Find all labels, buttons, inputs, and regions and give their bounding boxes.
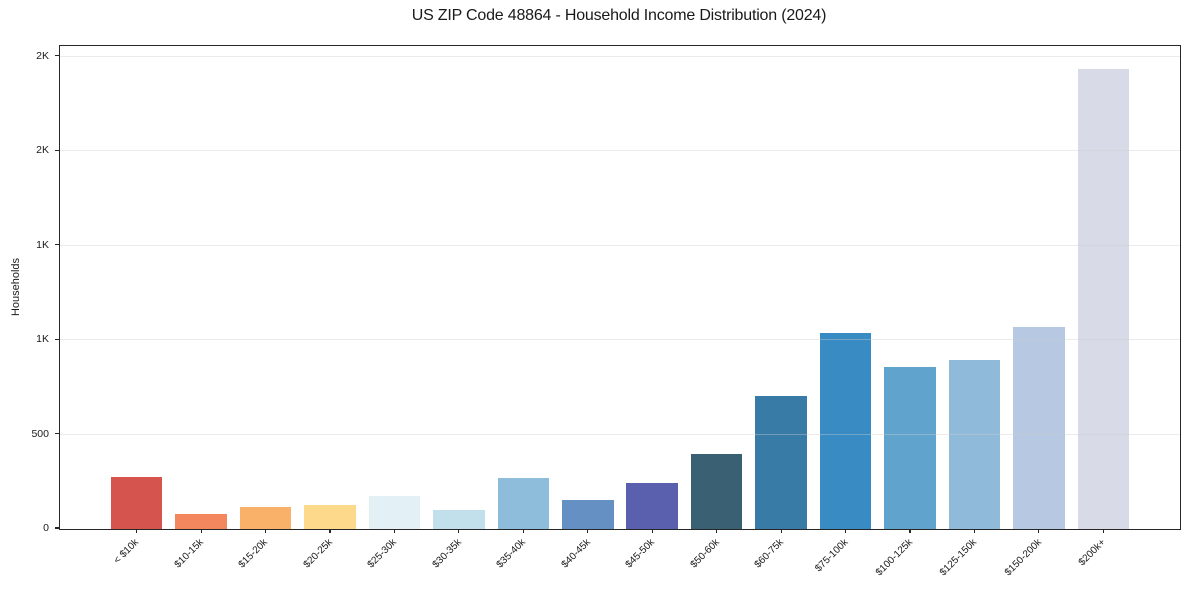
x-tick-mark [393, 529, 396, 533]
gridline [60, 244, 1180, 246]
x-tick-mark [200, 529, 202, 533]
bar-$30-35k [433, 510, 485, 529]
x-tick-label: $40-45k [559, 537, 593, 571]
x-tick-label: $35-40k [494, 537, 529, 571]
bar-$100-125k [884, 366, 936, 529]
x-tick-label: $15-20k [237, 537, 271, 571]
x-tick-mark [136, 529, 138, 533]
y-tick-label: 2K [36, 49, 49, 62]
y-tick-mark [55, 433, 59, 435]
gridline [60, 433, 1180, 435]
x-tick-mark [265, 529, 267, 533]
y-axis-label: Households [10, 257, 22, 317]
y-tick-label: 0 [43, 522, 49, 534]
gridline [60, 339, 1180, 341]
y-tick-label: 2K [36, 144, 49, 157]
bar-$200k+ [1077, 69, 1130, 529]
bar-$60-75k [755, 395, 807, 529]
bar-< $10k [110, 477, 163, 529]
bar-$75-100k [819, 332, 872, 529]
gridline [60, 150, 1180, 152]
y-tick-label: 1K [36, 333, 49, 346]
bar-$50-60k [690, 454, 743, 529]
x-tick-label: $100-125k [873, 537, 915, 579]
y-tick-label: 500 [31, 427, 49, 440]
bar-$25-30k [368, 496, 421, 529]
y-tick-mark [55, 527, 59, 529]
x-tick-mark [1102, 529, 1104, 533]
bar-$35-40k [497, 477, 550, 529]
y-tick-mark [55, 244, 59, 246]
x-tick-label: $30-35k [430, 537, 464, 571]
bar-$15-20k [239, 506, 292, 529]
x-tick-label: $75-100k [813, 537, 851, 575]
x-tick-mark [973, 529, 975, 533]
x-tick-mark [909, 529, 911, 533]
x-tick-label: $45-50k [623, 537, 657, 571]
x-tick-label: $20-25k [301, 537, 335, 571]
bar-$45-50k [626, 482, 678, 529]
x-tick-mark [651, 529, 653, 533]
y-tick-label: 1K [36, 238, 49, 251]
plot-area [59, 45, 1181, 533]
y-tick-mark [55, 55, 59, 57]
bar-$150-200k [1013, 327, 1065, 529]
gridline [60, 55, 1180, 57]
x-axis: < $10k $10-15k $15-20k $20-25k $25-30k $30-35… [59, 530, 1179, 590]
x-tick-mark [716, 529, 718, 533]
x-tick-label: < $10k [112, 537, 142, 567]
bar-$20-25k [304, 505, 356, 529]
x-tick-mark [780, 529, 782, 533]
x-tick-mark [522, 529, 524, 533]
x-tick-label: $50-60k [688, 537, 722, 571]
x-tick-label: $10-15k [172, 537, 206, 571]
x-tick-mark [1038, 529, 1040, 533]
bar-$40-45k [562, 499, 614, 529]
x-tick-label: $200k+ [1076, 537, 1109, 569]
x-tick-mark [458, 529, 460, 533]
x-tick-label: $125-150k [937, 537, 980, 579]
x-tick-label: $150-200k [1002, 537, 1044, 579]
x-tick-mark [329, 529, 331, 533]
chart-title: US ZIP Code 48864 - Household Income Dis… [411, 7, 827, 24]
bar-$125-150k [948, 360, 1001, 529]
x-tick-mark [587, 529, 589, 533]
x-tick-label: $25-30k [365, 537, 400, 571]
x-tick-label: $60-75k [752, 537, 786, 571]
bar-$10-15k [175, 513, 227, 529]
y-tick-mark [55, 338, 59, 340]
y-tick-mark [55, 149, 59, 151]
x-tick-mark [844, 529, 847, 533]
